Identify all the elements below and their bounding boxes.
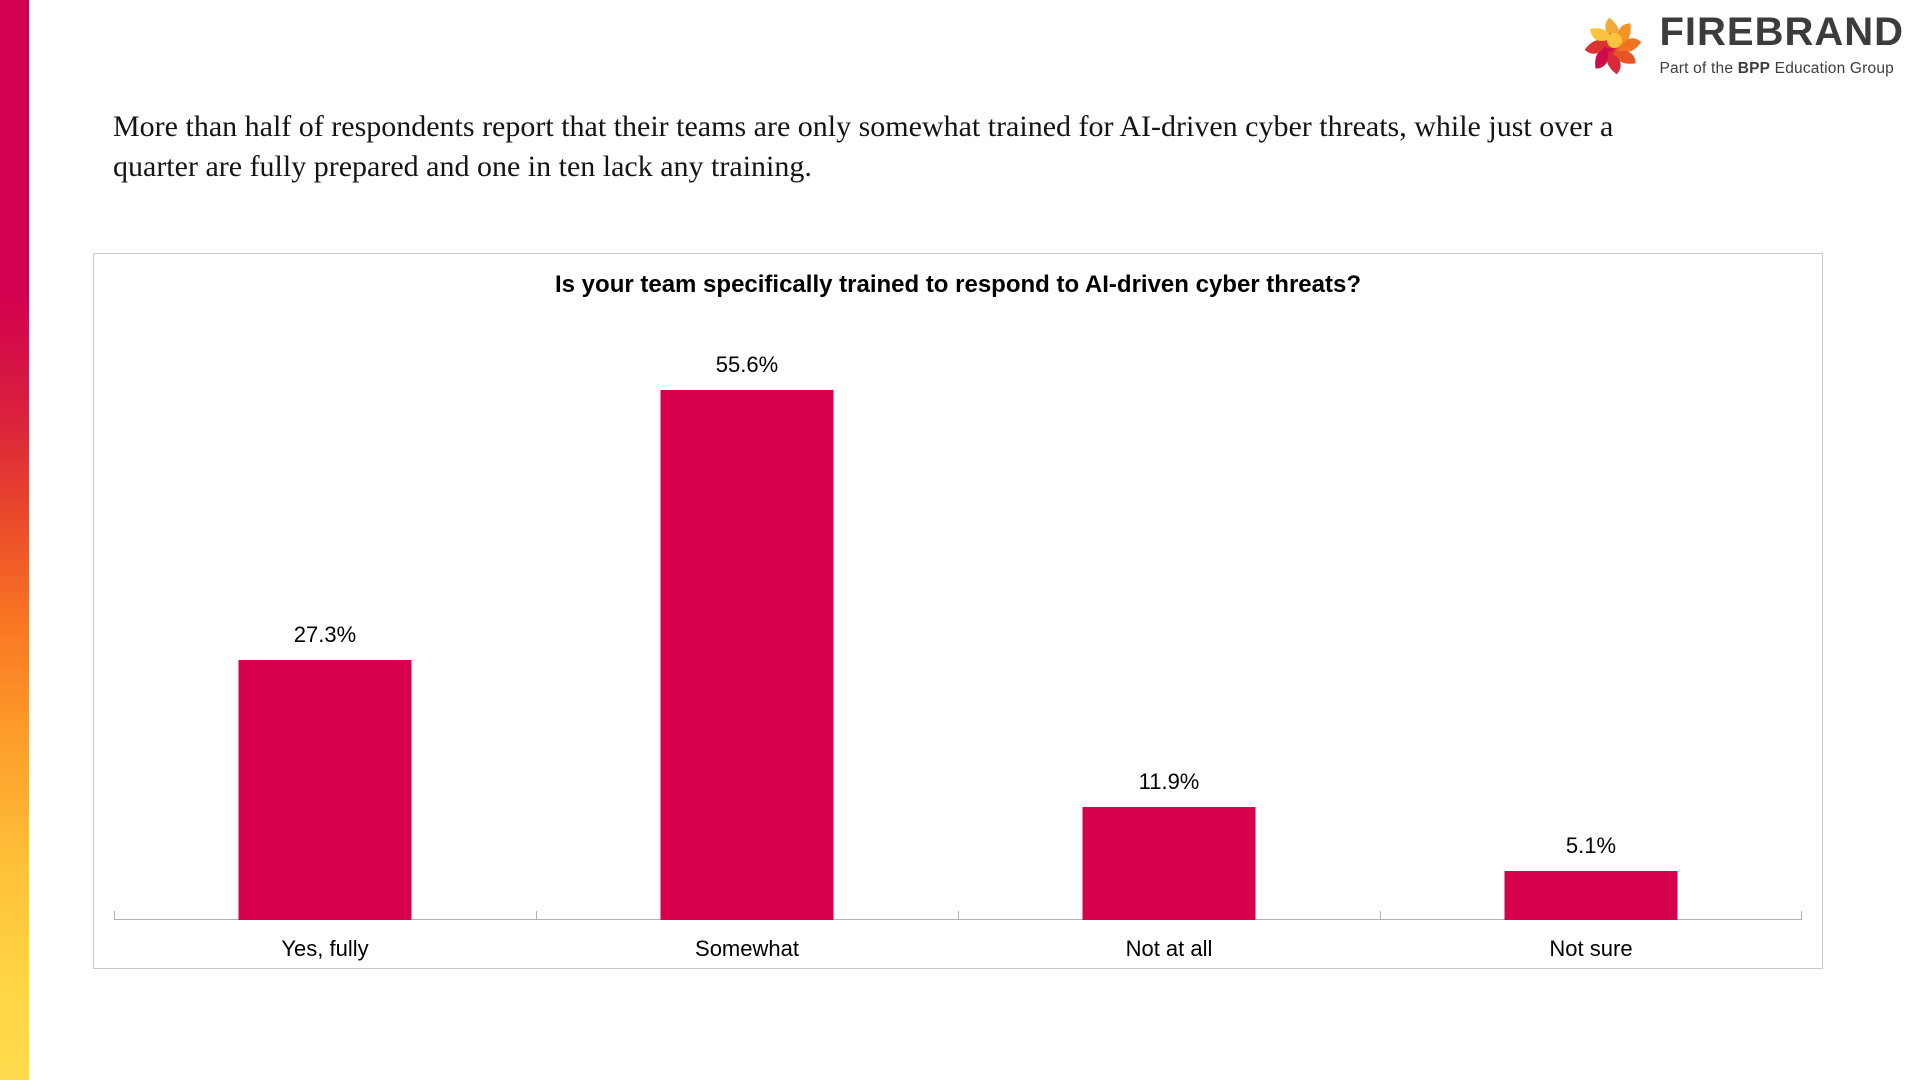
logo-text: FIREBRAND Part of the BPP Education Grou…	[1659, 10, 1904, 78]
axis-tick	[1801, 911, 1802, 920]
category-label: Not at all	[1125, 936, 1213, 961]
bar-column: 5.1%	[1380, 304, 1802, 920]
page-title: More than half of respondents report tha…	[113, 110, 1614, 183]
firebrand-swirl-icon	[1585, 17, 1642, 75]
bar	[238, 660, 412, 920]
tagline-suffix: Education Group	[1770, 60, 1895, 77]
bar-value-label: 55.6%	[715, 352, 779, 377]
plot-area: 27.3% Yes, fully 55.6% Somewhat 11.9% Not at …	[114, 304, 1802, 961]
bar-value-label: 27.3%	[293, 622, 357, 647]
bar-column: 27.3%	[114, 304, 536, 920]
bar	[1082, 807, 1256, 920]
axis-tick	[958, 911, 959, 920]
category-label: Somewhat	[695, 936, 799, 961]
chart-card: Is your team specifically trained to res…	[93, 253, 1823, 969]
bar-value-label: 11.9%	[1138, 769, 1200, 794]
bar-column: 11.9%	[958, 304, 1380, 920]
axis-tick	[536, 911, 537, 920]
category-label: Not sure	[1549, 936, 1633, 961]
logo-petal	[1590, 28, 1623, 48]
category-label: Yes, fully	[281, 936, 369, 961]
chart-title: Is your team specifically trained to res…	[555, 271, 1361, 298]
bar	[1504, 871, 1678, 920]
bar-value-label: 5.1%	[1565, 833, 1617, 858]
tagline-bold: BPP	[1737, 60, 1771, 77]
bar-column: 55.6%	[536, 304, 958, 920]
logo-wordmark: FIREBRAND	[1659, 10, 1904, 54]
bar	[660, 390, 834, 920]
axis-tick	[114, 911, 115, 920]
axis-tick	[1380, 911, 1381, 920]
tagline-prefix: Part of the	[1659, 60, 1738, 77]
logo-tagline: Part of the BPP Education Group	[1659, 60, 1894, 78]
accent-gradient-bar	[0, 0, 29, 1080]
firebrand-logo: FIREBRAND Part of the BPP Education Grou…	[1581, 10, 1904, 78]
